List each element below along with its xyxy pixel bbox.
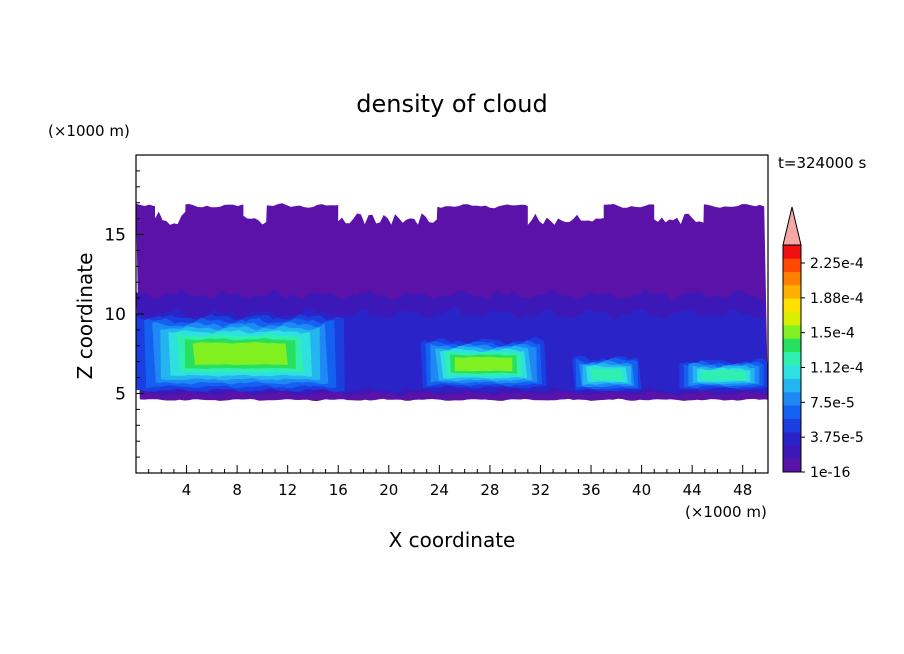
x-tick-label: 4 (182, 481, 192, 499)
colorbar-segment (783, 458, 801, 473)
top-gap-4 (654, 155, 705, 225)
x-tick-label: 36 (581, 481, 600, 499)
colorbar-segment (783, 325, 801, 339)
x-unit-label: (×1000 m) (685, 503, 767, 521)
colorbar-segment (783, 431, 801, 446)
colorbar-segment (783, 311, 801, 326)
x-tick-label: 24 (430, 481, 449, 499)
colorbar: 1e-16 3.75e-5 7.5e-5 1.12e-4 1.5e-4 1.88e-4 2.… (782, 206, 864, 481)
y-tick-label: 5 (115, 385, 126, 405)
y-unit-label: (×1000 m) (48, 122, 130, 140)
feature-2-level-8 (589, 368, 625, 381)
cloud-density-field (136, 155, 768, 402)
colorbar-label: 1e-16 (810, 465, 850, 481)
x-tick-label: 8 (232, 481, 242, 499)
y-tick-label: 15 (104, 226, 126, 246)
colorbar-label: 3.75e-5 (810, 430, 864, 446)
colorbar-label: 7.5e-5 (810, 395, 855, 411)
x-axis-title: X coordinate (389, 528, 516, 552)
colorbar-segment (783, 391, 801, 406)
y-axis-title: Z coordinate (73, 253, 97, 380)
x-tick-label: 16 (329, 481, 348, 499)
colorbar-frame (782, 244, 802, 473)
colorbar-label: 1.12e-4 (810, 361, 864, 377)
top-gap-2 (338, 155, 440, 225)
colorbar-segment (783, 351, 801, 366)
x-tick-label: 32 (531, 481, 550, 499)
chart-title: density of cloud (356, 90, 547, 118)
colorbar-segment (783, 405, 801, 419)
x-axis: 4 8 12 16 20 24 28 32 36 40 44 48 (148, 465, 756, 499)
time-label: t=324000 s (778, 154, 866, 172)
y-tick-label: 10 (104, 305, 126, 325)
top-gap-1 (243, 155, 269, 225)
colorbar-label: 1.5e-4 (810, 326, 855, 342)
colorbar-segment (783, 445, 801, 459)
colorbar-segment (783, 285, 801, 299)
feature-0-level-10 (192, 342, 288, 366)
colorbar-label: 2.25e-4 (810, 256, 864, 272)
colorbar-extend-arrow (782, 206, 802, 246)
colorbar-segment (783, 298, 801, 313)
colorbar-segment (783, 271, 801, 286)
colorbar-segment (783, 258, 801, 273)
colorbar-segment (783, 418, 801, 433)
x-tick-label: 40 (632, 481, 651, 499)
colorbar-segment (783, 378, 801, 393)
x-tick-label: 28 (480, 481, 499, 499)
x-tick-label: 12 (278, 481, 297, 499)
x-tick-label: 20 (379, 481, 398, 499)
x-tick-label: 48 (733, 481, 752, 499)
colorbar-label: 1.88e-4 (810, 291, 864, 307)
y-axis: 5 10 15 (104, 170, 144, 458)
colorbar-segment (783, 338, 801, 353)
feature-1-level-10 (454, 356, 513, 372)
colorbar-segment (783, 245, 801, 259)
feature-3-level-8 (701, 369, 746, 381)
top-gap-0 (155, 155, 187, 225)
x-tick-label: 44 (683, 481, 702, 499)
top-gap-3 (527, 155, 604, 225)
colorbar-segment (783, 365, 801, 379)
